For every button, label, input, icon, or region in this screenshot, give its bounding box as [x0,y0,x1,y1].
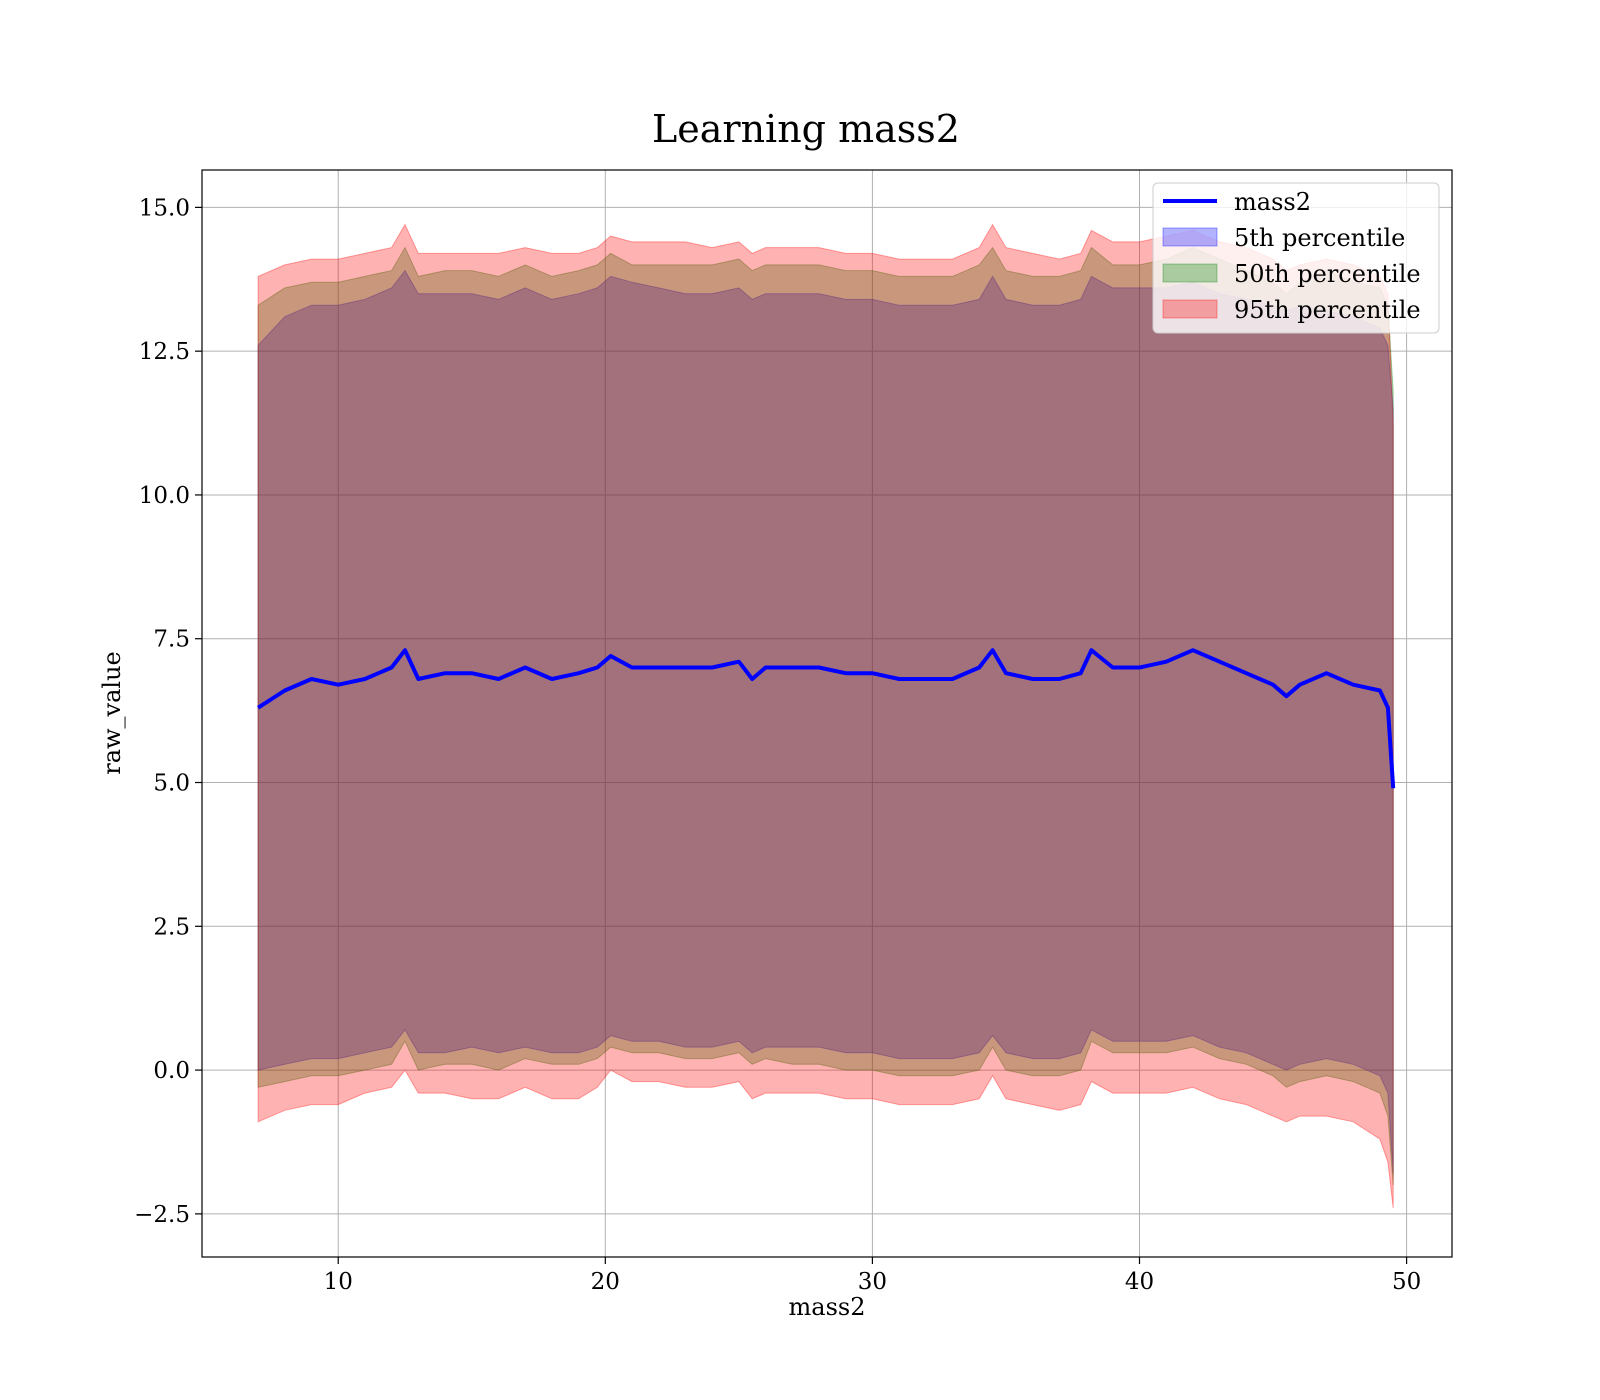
band-95th-percentile [257,223,1394,1209]
y-ticks: −2.5 0.0 2.5 5.0 7.5 10.0 12.5 15.0 [134,195,202,1228]
legend-swatch-50th-percentile [1162,263,1218,283]
x-ticks: 10 20 30 40 50 [324,1257,1421,1295]
legend-label-mass2: mass2 [1234,188,1311,216]
y-tick-label: 0.0 [153,1058,190,1084]
x-tick-label: 40 [1125,1269,1154,1295]
x-tick-label: 20 [591,1269,620,1295]
y-tick-label: 5.0 [153,771,190,797]
y-tick-label: 15.0 [139,195,190,221]
legend-swatch-5th-percentile [1162,227,1218,247]
y-tick-label: 10.0 [139,483,190,509]
chart-title: Learning mass2 [652,107,960,151]
y-axis-label: raw_value [98,651,126,775]
line-mass2 [257,648,1396,789]
y-tick-label: −2.5 [134,1202,190,1228]
x-axis-label: mass2 [789,1293,866,1321]
x-tick-label: 50 [1392,1269,1421,1295]
legend-label-50th-percentile: 50th percentile [1234,260,1421,288]
legend-box [1152,182,1440,334]
legend-label-95th-percentile: 95th percentile [1234,296,1421,324]
x-tick-label: 30 [858,1269,887,1295]
gridlines [202,170,1452,1257]
legend: mass2 5th percentile 50th percentile 95t… [1152,182,1440,334]
legend-label-5th-percentile: 5th percentile [1234,224,1405,252]
legend-swatch-95th-percentile [1162,299,1218,319]
x-tick-label: 10 [324,1269,353,1295]
y-tick-label: 12.5 [139,339,190,365]
band-5th-percentile [257,269,1394,1174]
percentile-bands [257,223,1394,1209]
series-lines [257,648,1396,789]
y-tick-label: 7.5 [153,627,190,653]
band-50th-percentile [257,246,1394,1186]
plot-area-frame [201,169,1453,1258]
y-tick-label: 2.5 [153,914,190,940]
